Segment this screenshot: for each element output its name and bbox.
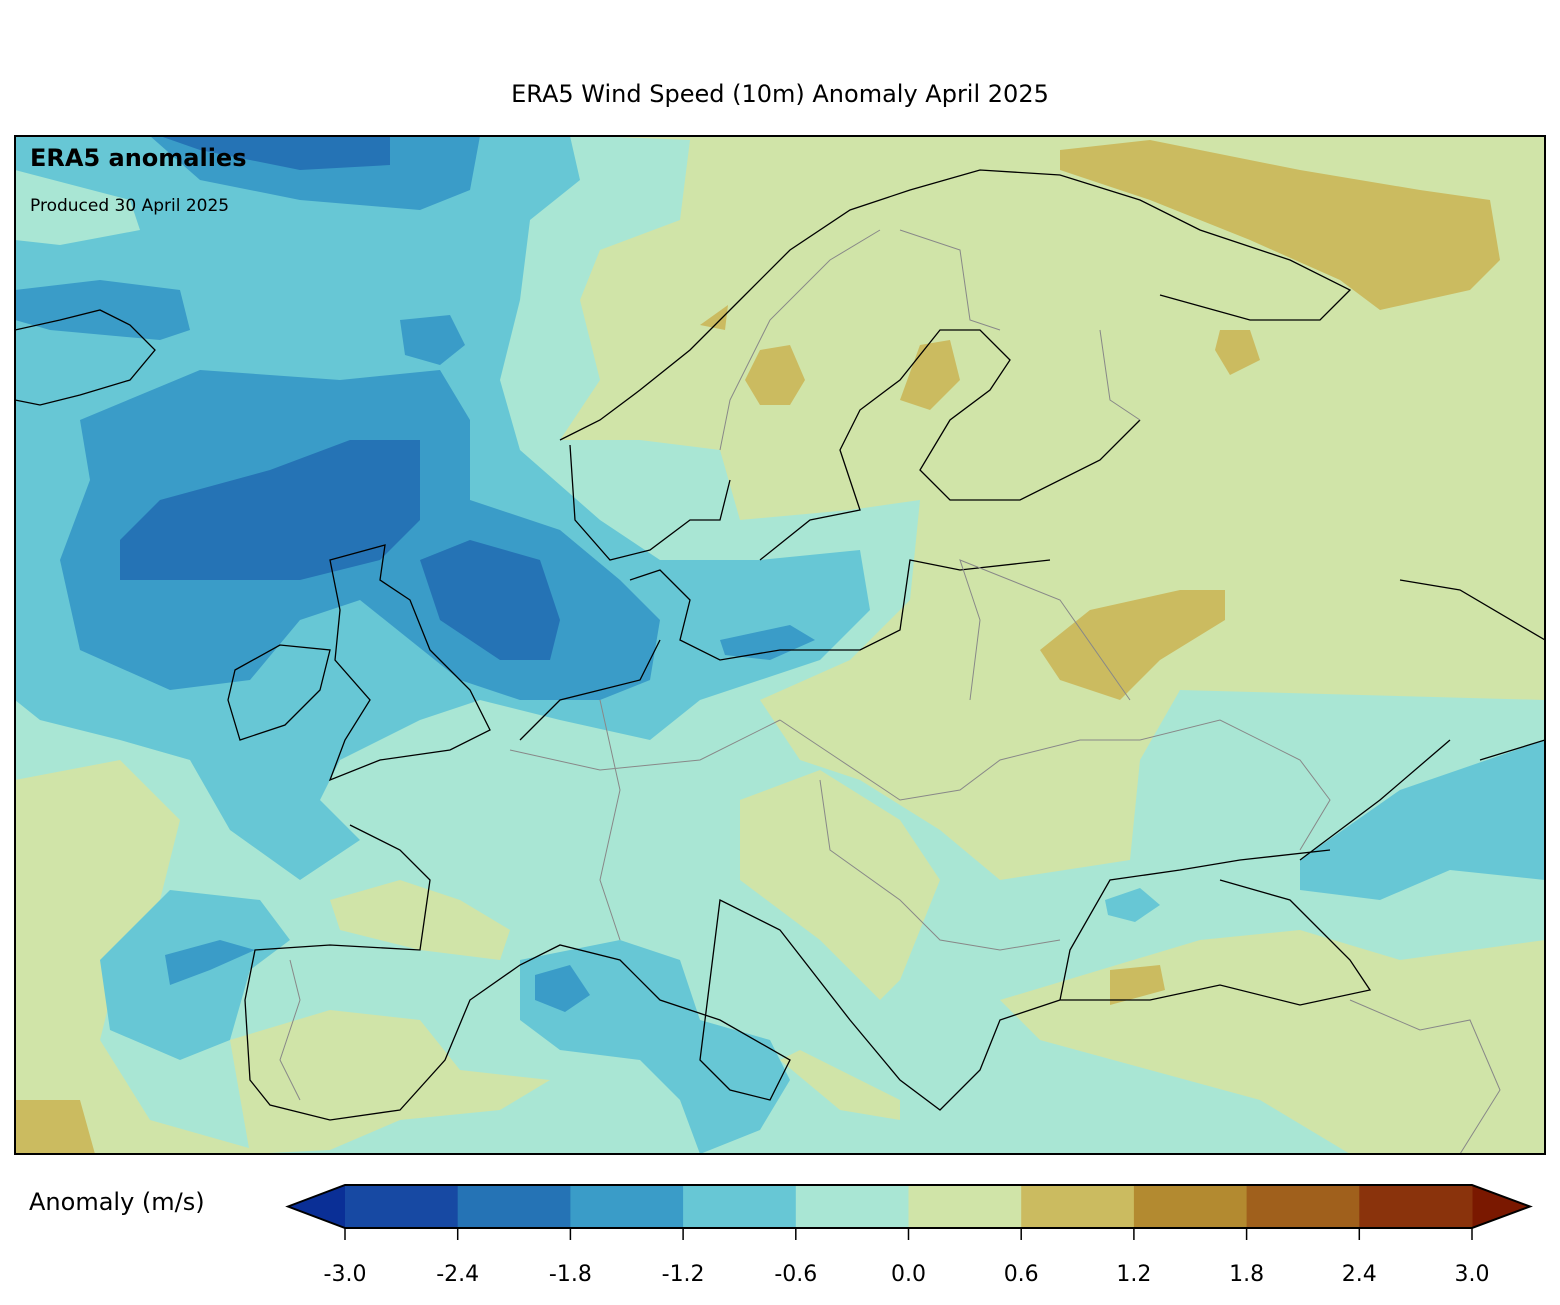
colorbar-tick-label: 1.2 bbox=[1116, 1262, 1151, 1287]
colorbar-extend-low bbox=[288, 1185, 345, 1228]
colorbar-tick-label: -1.8 bbox=[549, 1262, 592, 1287]
map-frame bbox=[14, 135, 1546, 1155]
colorbar-segment bbox=[795, 1185, 909, 1228]
colorbar-tick-label: 0.6 bbox=[1004, 1262, 1039, 1287]
colorbar-tick-label: 3.0 bbox=[1455, 1262, 1490, 1287]
colorbar-segment bbox=[1133, 1185, 1248, 1228]
colorbar-tick-label: 0.0 bbox=[891, 1262, 926, 1287]
colorbar-segment bbox=[1021, 1185, 1135, 1228]
contour-fields bbox=[15, 136, 1545, 1154]
field-neg1.8-to-neg2.4 bbox=[120, 136, 560, 660]
colorbar-label: Anomaly (m/s) bbox=[29, 1188, 205, 1216]
colorbar-segment bbox=[457, 1185, 571, 1228]
country-borders bbox=[279, 229, 1501, 1154]
colorbar-segment bbox=[570, 1185, 684, 1228]
colorbar-tick-label: -1.2 bbox=[662, 1262, 705, 1287]
annotation-heading: ERA5 anomalies bbox=[30, 144, 247, 172]
colorbar-tick-label: 1.8 bbox=[1229, 1262, 1264, 1287]
colorbar-tick-label: -0.6 bbox=[774, 1262, 817, 1287]
colorbar-segment bbox=[1359, 1185, 1473, 1228]
map-title: ERA5 Wind Speed (10m) Anomaly April 2025 bbox=[511, 80, 1049, 108]
colorbar-extend-high bbox=[1472, 1185, 1530, 1228]
colorbar-segment bbox=[908, 1185, 1022, 1228]
colorbar-segment bbox=[345, 1185, 459, 1228]
field-0-to-0.6 bbox=[15, 136, 1545, 1154]
colorbar-tick-label: -3.0 bbox=[324, 1262, 367, 1287]
colorbar-segment bbox=[1246, 1185, 1360, 1228]
colorbar-tick-label: -2.4 bbox=[436, 1262, 479, 1287]
field-0.6-to-1.2 bbox=[15, 140, 1500, 1154]
colorbar-segment bbox=[683, 1185, 797, 1228]
colorbar-tick-label: 2.4 bbox=[1342, 1262, 1377, 1287]
coastlines bbox=[15, 169, 1545, 1121]
annotation-produced: Produced 30 April 2025 bbox=[30, 196, 229, 216]
colorbar: -3.0 -2.4 -1.8 -1.2 -0.6 0.0 0.6 1.2 1.8 2.4 3.0 bbox=[285, 1184, 1533, 1287]
